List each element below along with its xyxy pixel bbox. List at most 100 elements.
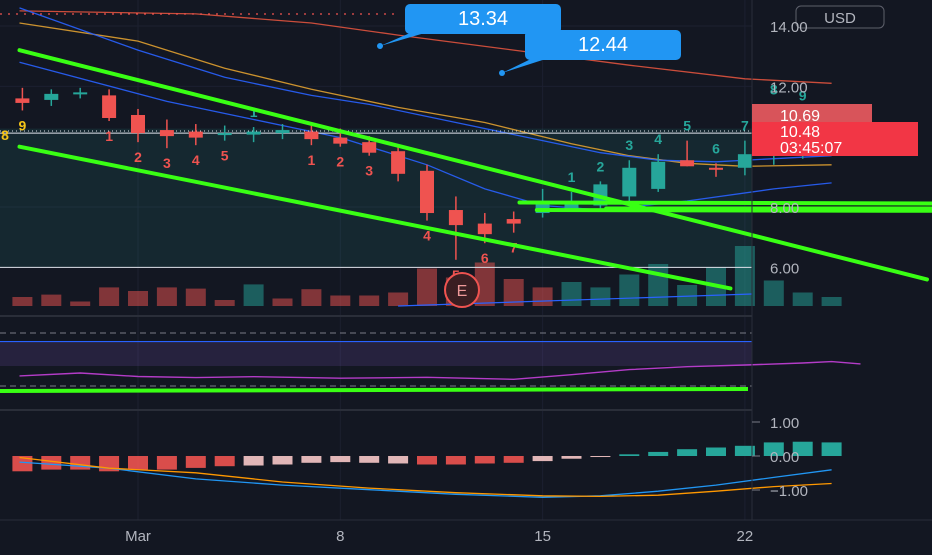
sequential-count-label: 1 [568,169,576,185]
histogram-bar [359,456,380,463]
candle-body [15,98,30,103]
histogram-bar [706,447,726,456]
volume-bar [41,294,62,306]
volume-bar [128,291,148,306]
rsi-trendline [0,387,749,393]
volume-bar [417,268,437,306]
candle-body [448,210,463,226]
histogram-bar [330,456,351,463]
histogram-bar [445,456,466,465]
volume-bar [156,287,177,306]
currency-selector[interactable]: USD [795,5,885,29]
rsi-band [0,341,752,366]
price-tag-countdown: 03:45:07 [780,140,842,157]
candle-body [102,95,117,119]
histogram-bar [677,449,698,456]
callout-box [405,4,561,34]
histogram-bar [590,456,611,458]
candle-body [651,161,666,189]
moving-average-line [19,10,832,84]
rsi-line [19,360,861,381]
volume-bar [388,292,409,306]
sequential-count-label: 8 [1,127,9,143]
oscillator-axis-tick-label: 1.00 [770,415,799,432]
candle-body [217,133,232,136]
volume-bar [272,298,293,306]
histogram-bar [648,451,669,456]
sequential-count-label: 2 [134,149,142,165]
histogram-bar [12,456,33,472]
sequential-count-label: 7 [741,118,749,134]
volume-bar [214,300,235,306]
moving-average-line [19,61,832,211]
volume-bar [532,287,553,306]
price-axis[interactable]: 14.00 12.00 8.00 6.00 1.00 0.00 −1.00 [752,19,808,500]
volume-bar [792,292,813,306]
histogram-bar [619,454,640,456]
sequential-count-label: 4 [654,131,662,147]
volume-bar [561,282,582,306]
histogram-bar [532,456,553,462]
histogram-bar [503,456,524,463]
volume-bar [648,264,669,306]
volume-bar [185,288,206,306]
histogram-bar [821,442,842,456]
sequential-count-label: 1 [308,152,316,168]
sequential-count-label: 3 [365,163,373,179]
candle-body [622,167,637,197]
moving-average-line [19,7,832,163]
price-axis-tick-label: 8.00 [770,200,799,217]
time-axis-tick-label: Mar [125,528,151,545]
histogram-bar [156,456,177,470]
price-callouts: 13.34 12.44 [377,4,681,76]
time-axis-tick-label: 8 [336,528,344,545]
rsi-pane [0,332,861,393]
callout-anchor [499,70,505,76]
currency-selector-frame [795,5,885,29]
sequential-count-label: 2 [336,154,344,170]
sequential-count-label: 9 [19,117,27,133]
sequential-count-label: 1 [250,104,258,120]
trendline [17,48,929,282]
earnings-marker[interactable]: E [444,272,480,308]
histogram-bar [417,456,437,465]
trendline [534,208,932,213]
volume-bar [301,289,322,306]
histogram-bar [474,456,495,464]
oscillator-line [19,461,832,498]
volume-bar [734,246,755,306]
oscillator-axis-tick-label: −1.00 [770,483,808,500]
histogram-bar [41,456,62,470]
sequential-count-label: 1 [105,128,113,144]
sequential-count-label: 4 [423,228,431,244]
histogram-bar [561,456,582,459]
price-tag-current-bg [752,122,918,156]
volume-bar [99,287,120,306]
candle-body [564,203,579,209]
earnings-label: E [457,283,468,300]
histogram-bar [214,456,235,467]
candle-body [73,92,88,95]
trendlines [17,48,932,291]
histogram-bar [185,456,206,468]
candle-body [709,167,723,170]
earnings-circle [444,272,480,308]
candle-body [159,130,174,137]
histogram-bar [128,456,148,470]
price-tag-top: 10.69 [752,104,872,126]
candle-body [477,223,492,235]
volume-bar [243,284,264,306]
candle-body [680,160,695,167]
candle-body [391,151,406,174]
callout-pointer [502,56,555,73]
price-tag-top-bg [752,104,872,126]
moving-averages [19,7,832,211]
volume-bar [70,301,91,306]
oscillator-axis-tick-label: 0.00 [770,449,799,466]
price-tag-top-value: 10.69 [780,108,820,125]
time-axis[interactable]: Mar 8 15 22 [125,528,753,545]
histogram-bar [70,456,91,470]
currency-label: USD [824,10,856,27]
volume-bar [359,295,380,306]
